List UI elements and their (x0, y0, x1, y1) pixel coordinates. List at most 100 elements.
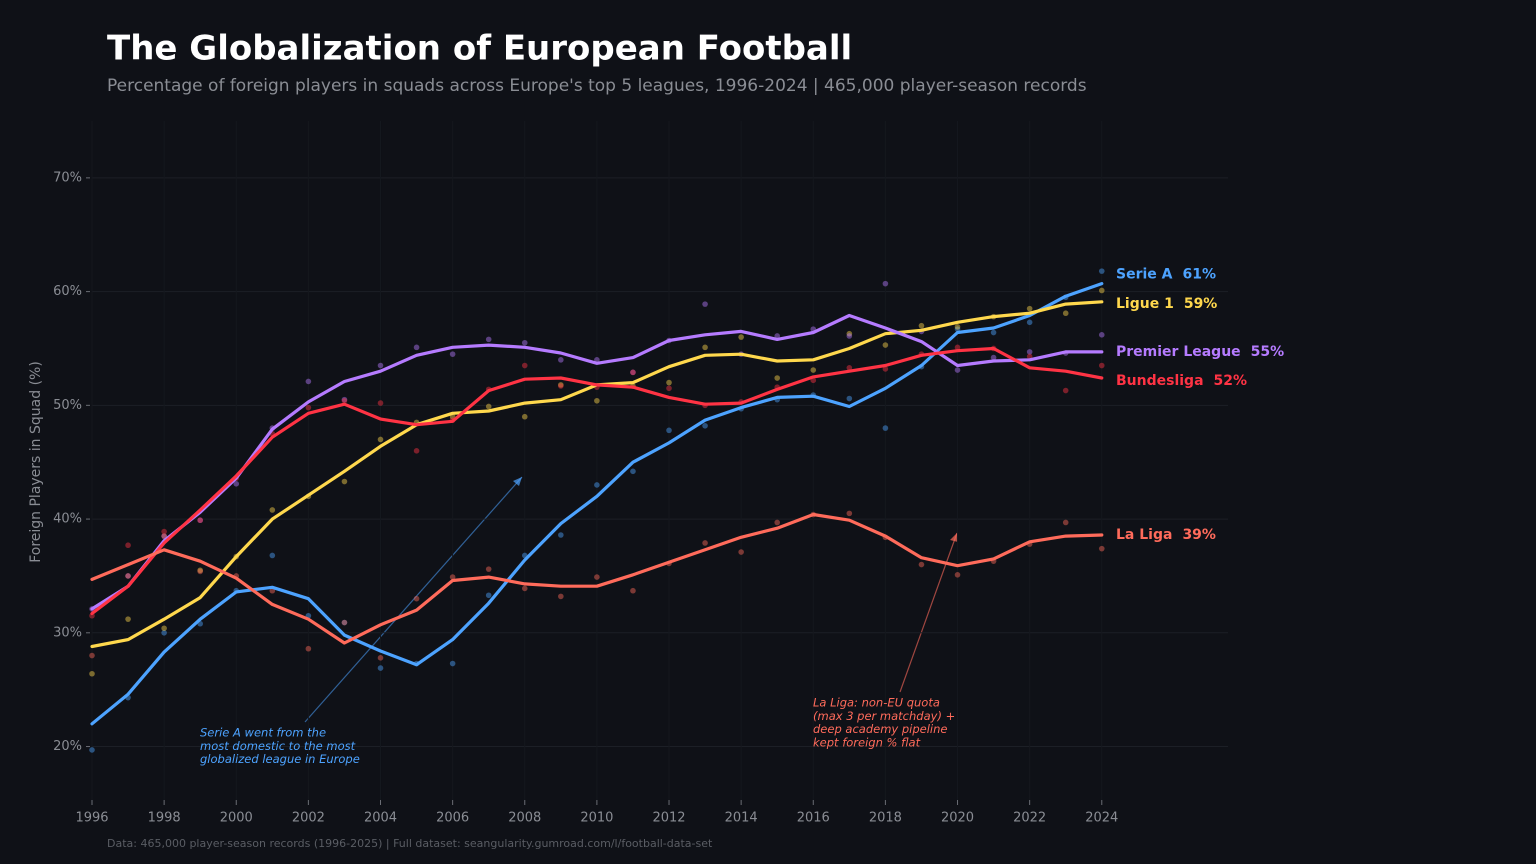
raw-point (774, 519, 781, 526)
raw-point (666, 385, 672, 392)
raw-point (558, 383, 564, 389)
raw-point (558, 593, 564, 600)
end-value-label: 52% (1214, 373, 1248, 389)
raw-point (594, 397, 600, 404)
raw-point (305, 378, 312, 385)
legend-name: Serie A (1116, 267, 1173, 283)
raw-point (882, 280, 889, 287)
x-tick-label: 2004 (364, 811, 397, 826)
annotation: Serie A went from the (200, 726, 326, 740)
raw-point (197, 517, 203, 524)
raw-point (125, 573, 131, 579)
raw-point (341, 397, 348, 404)
raw-point (305, 404, 312, 411)
raw-point (1098, 332, 1105, 338)
y-axis-label: Foreign Players in Squad (%) (28, 361, 44, 563)
raw-point (990, 354, 997, 361)
raw-point (630, 468, 636, 475)
raw-point (882, 342, 889, 348)
annotation: kept foreign % flat (813, 735, 921, 749)
raw-point (1026, 319, 1033, 326)
x-tick-label: 1998 (148, 811, 181, 826)
raw-point (161, 625, 167, 632)
raw-point (846, 330, 853, 337)
raw-point (305, 645, 312, 652)
raw-point (125, 616, 131, 622)
raw-point (882, 425, 889, 431)
raw-point (125, 542, 131, 549)
raw-point (341, 619, 348, 626)
raw-point (918, 322, 925, 329)
y-tick-label: 60% (53, 284, 82, 299)
raw-point (413, 595, 420, 602)
legend-name: Ligue 1 (1116, 296, 1174, 312)
raw-point (738, 334, 744, 340)
series-line (90, 313, 1104, 611)
y-tick-label: 50% (53, 398, 82, 413)
raw-point (702, 540, 708, 546)
x-tick-label: 2024 (1085, 811, 1118, 826)
raw-point (738, 549, 744, 555)
annotation: globalized league in Europe (200, 752, 360, 766)
x-tick-label: 2016 (797, 811, 830, 826)
raw-point (1098, 362, 1105, 369)
y-tick-label: 70% (53, 170, 82, 185)
raw-point (161, 533, 167, 539)
y-tick-label: 20% (53, 739, 82, 754)
legend-name: Bundesliga (1116, 373, 1204, 389)
end-label: Premier League 55% (1116, 344, 1284, 360)
raw-point (1098, 268, 1105, 274)
raw-point (413, 448, 420, 454)
raw-point (558, 382, 564, 388)
raw-point (1098, 287, 1105, 294)
end-value-label: 59% (1184, 296, 1218, 312)
annotation: La Liga: non-EU quota (813, 696, 940, 710)
raw-point (990, 329, 997, 336)
raw-point (954, 326, 961, 332)
x-tick-label: 2012 (652, 811, 685, 826)
end-value-label: 61% (1183, 267, 1217, 283)
raw-point (954, 572, 961, 578)
raw-point (449, 660, 456, 667)
chart-subtitle: Percentage of foreign players in squads … (107, 76, 1087, 96)
y-tick-label: 30% (53, 625, 82, 640)
raw-point (774, 375, 781, 381)
raw-point (1098, 545, 1105, 552)
raw-point (1062, 310, 1069, 317)
raw-point (269, 552, 276, 559)
y-tick-label: 40% (53, 512, 82, 527)
raw-point (197, 568, 203, 575)
raw-point (341, 396, 348, 403)
raw-point (558, 532, 564, 538)
raw-point (594, 574, 600, 580)
raw-point (810, 367, 817, 373)
arrow-head (950, 533, 958, 542)
raw-point (233, 481, 240, 487)
raw-point (666, 427, 672, 434)
end-label: Ligue 1 59% (1116, 296, 1217, 312)
series-line (90, 512, 1104, 645)
raw-point (774, 333, 781, 339)
raw-point (630, 587, 636, 594)
raw-point (521, 339, 528, 346)
raw-point (846, 365, 853, 371)
x-tick-label: 2018 (869, 811, 902, 826)
x-tick-label: 2008 (508, 811, 541, 826)
legend-name: Premier League (1116, 344, 1241, 360)
annotation-arrow (899, 532, 958, 693)
raw-point (846, 333, 853, 339)
raw-point (377, 400, 384, 406)
legend-name: La Liga (1116, 527, 1172, 543)
raw-point (485, 592, 492, 599)
raw-point (377, 655, 384, 661)
raw-point (341, 478, 348, 485)
raw-point (521, 585, 528, 592)
raw-point (485, 403, 492, 410)
series-line (90, 346, 1104, 616)
raw-point (341, 619, 348, 626)
x-tick-label: 2002 (292, 811, 325, 826)
raw-point (161, 533, 167, 539)
end-label: Bundesliga 52% (1116, 373, 1247, 389)
raw-point (846, 510, 853, 517)
raw-point (918, 561, 925, 568)
